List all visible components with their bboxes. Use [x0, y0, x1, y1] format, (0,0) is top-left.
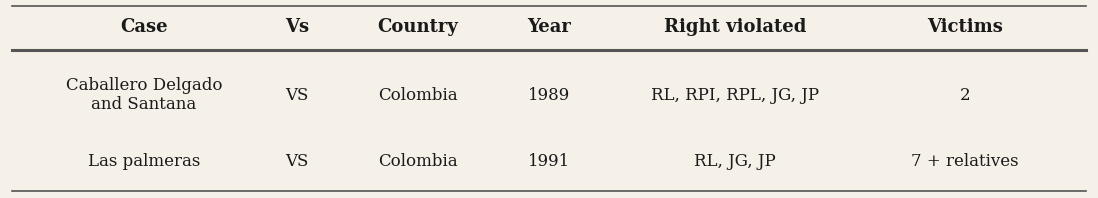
Text: Country: Country	[377, 18, 458, 36]
Text: Victims: Victims	[927, 18, 1004, 36]
Text: 1989: 1989	[528, 87, 570, 104]
Text: Year: Year	[527, 18, 571, 36]
Text: 2: 2	[960, 87, 971, 104]
Text: RL, RPI, RPL, JG, JP: RL, RPI, RPL, JG, JP	[651, 87, 819, 104]
Text: 1991: 1991	[528, 153, 570, 170]
Text: Caballero Delgado
and Santana: Caballero Delgado and Santana	[66, 77, 222, 113]
Text: Right violated: Right violated	[664, 18, 806, 36]
Text: RL, JG, JP: RL, JG, JP	[694, 153, 776, 170]
Text: VS: VS	[285, 153, 309, 170]
Text: 7 + relatives: 7 + relatives	[911, 153, 1019, 170]
Text: Las palmeras: Las palmeras	[88, 153, 200, 170]
Text: Colombia: Colombia	[378, 87, 458, 104]
Text: Colombia: Colombia	[378, 153, 458, 170]
Text: Case: Case	[120, 18, 168, 36]
Text: VS: VS	[285, 87, 309, 104]
Text: Vs: Vs	[285, 18, 310, 36]
